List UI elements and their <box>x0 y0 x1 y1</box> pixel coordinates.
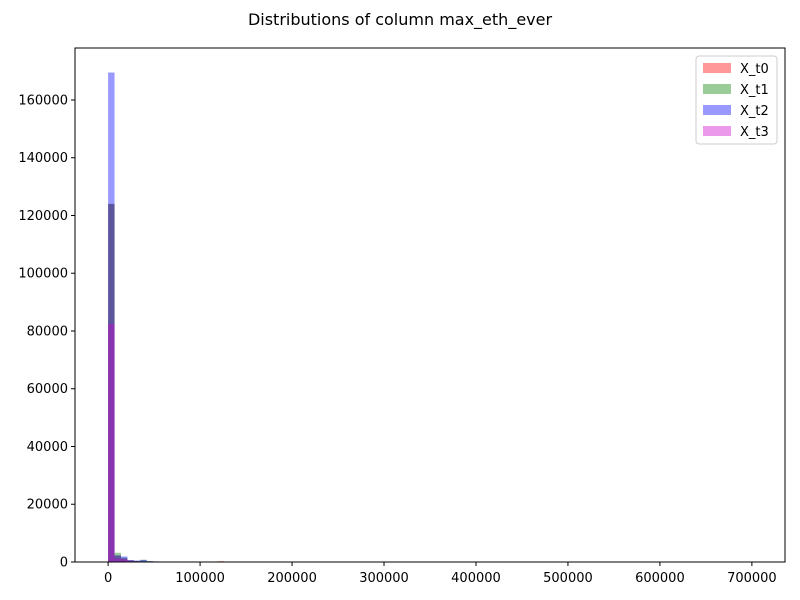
bar-x-t3-0 <box>108 323 115 562</box>
y-tick-label-1: 20000 <box>27 498 68 513</box>
bar-x-t1-5 <box>140 559 147 562</box>
bar-x-t3-2 <box>120 559 128 562</box>
bar-x-t1-4 <box>133 560 141 562</box>
y-tick-label-3: 60000 <box>27 382 68 397</box>
y-tick-label-7: 140000 <box>18 151 68 166</box>
x-tick-label-4: 400000 <box>451 571 501 586</box>
bar-x-t3-1 <box>114 558 121 562</box>
bar-x-t0-1 <box>114 555 121 562</box>
bar-x-t2-2 <box>120 556 128 562</box>
bar-x-t2-5 <box>140 559 147 562</box>
bar-x-t3-3 <box>127 560 134 562</box>
bar-x-t2-4 <box>133 560 141 562</box>
bar-x-t1-2 <box>120 557 128 562</box>
bar-x-t2-0 <box>108 72 115 562</box>
bar-x-t1-1 <box>114 552 121 562</box>
x-tick-label-7: 700000 <box>727 571 777 586</box>
x-tick-label-5: 500000 <box>543 571 593 586</box>
y-tick-label-6: 120000 <box>18 209 68 224</box>
x-tick-label-2: 200000 <box>267 571 317 586</box>
legend-label-x-t3: X_t3 <box>740 125 769 140</box>
legend-box <box>695 55 778 145</box>
chart-title: Distributions of column max_eth_ever <box>247 10 553 29</box>
x-tick-label-0: 0 <box>104 571 112 586</box>
bar-x-t0-0 <box>108 203 115 562</box>
legend-swatch-x-t1 <box>703 84 731 94</box>
legend-label-x-t0: X_t0 <box>740 62 769 77</box>
bar-x-t0-2 <box>120 558 128 562</box>
y-tick-label-5: 100000 <box>18 267 68 282</box>
legend-swatch-x-t0 <box>703 63 731 73</box>
legend-label-x-t2: X_t2 <box>740 104 769 119</box>
x-tick-label-1: 100000 <box>175 571 225 586</box>
bar-x-t1-3 <box>127 560 134 562</box>
legend-swatch-x-t3 <box>703 126 731 136</box>
bar-x-t2-1 <box>114 555 121 562</box>
legend-label-x-t1: X_t1 <box>740 83 769 98</box>
x-tick-label-3: 300000 <box>359 571 409 586</box>
y-tick-label-4: 80000 <box>27 324 68 339</box>
plot-frame <box>74 47 786 563</box>
y-tick-label-2: 40000 <box>27 440 68 455</box>
legend-swatch-x-t2 <box>703 105 731 115</box>
x-tick-label-6: 600000 <box>635 571 685 586</box>
y-tick-label-8: 160000 <box>18 93 68 108</box>
y-tick-label-0: 0 <box>60 556 68 571</box>
bar-x-t2-3 <box>127 559 134 562</box>
bar-x-t0-3 <box>127 560 134 562</box>
bar-x-t1-0 <box>108 203 115 562</box>
